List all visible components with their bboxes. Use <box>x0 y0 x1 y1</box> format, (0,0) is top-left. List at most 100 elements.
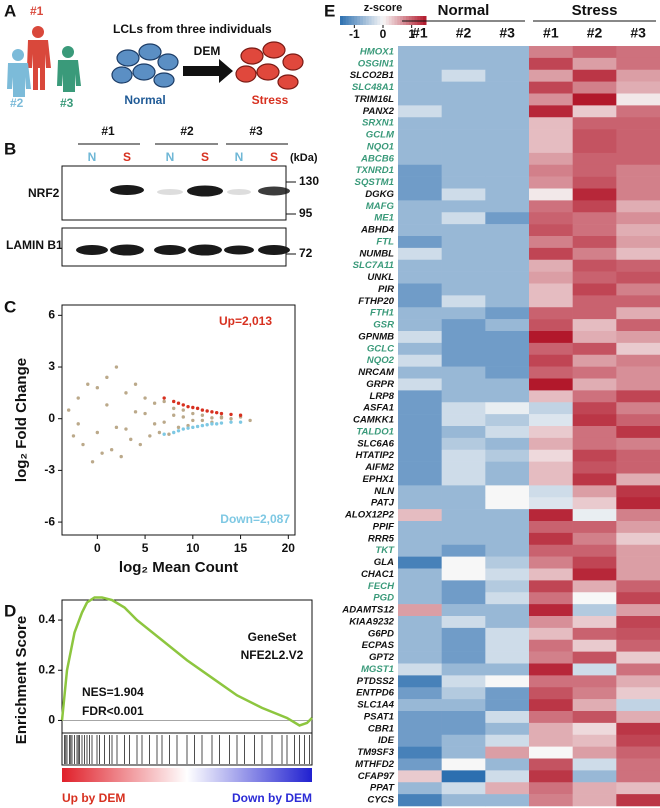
point <box>162 399 166 404</box>
annotation: Down=2,087 <box>220 512 290 526</box>
marker-label: 95 <box>299 206 313 220</box>
gene-label: AIFM2 <box>364 462 394 473</box>
heatmap-cell <box>616 271 660 284</box>
point <box>100 451 104 455</box>
point <box>210 422 214 426</box>
gene-label: CYCS <box>367 795 394 806</box>
heatmap-cell <box>398 746 442 759</box>
point <box>229 420 233 424</box>
heatmap-cell <box>398 105 442 118</box>
gene-label: GPNMB <box>358 331 394 342</box>
heatmap-cell <box>572 366 617 379</box>
heatmap-cell <box>572 331 617 344</box>
heatmap-cell <box>485 722 530 736</box>
point <box>229 412 233 417</box>
heatmap-cell <box>529 212 573 225</box>
gene-label: GCLM <box>366 130 395 141</box>
point <box>181 427 185 431</box>
heatmap-cell <box>398 568 442 581</box>
heatmap-cell <box>529 354 573 367</box>
marker-label: 72 <box>299 246 313 260</box>
heatmap-cell <box>529 69 573 82</box>
heatmap-cell <box>616 164 660 177</box>
panel-a-title: LCLs from three individuals <box>113 22 272 36</box>
gene-label: UNKL <box>367 272 394 283</box>
heatmap-cell <box>441 711 486 724</box>
x-tick-label: 20 <box>282 541 296 555</box>
heatmap-cell <box>485 663 530 676</box>
heatmap-cell <box>572 437 617 451</box>
heatmap-cell <box>572 473 617 486</box>
heatmap-cell <box>572 616 617 629</box>
heatmap-cell <box>616 378 660 391</box>
heatmap-cell <box>616 651 660 664</box>
colorbar-segment <box>394 16 398 25</box>
heatmap-cell <box>572 390 617 403</box>
heatmap-cell <box>398 509 442 522</box>
gene-label: PGD <box>373 593 394 604</box>
heatmap-cell <box>529 331 573 344</box>
rank-gradient <box>62 768 312 782</box>
point <box>238 420 243 424</box>
heatmap-cell <box>529 224 573 237</box>
heatmap-cell <box>529 770 573 783</box>
heatmap-cell <box>572 521 617 534</box>
point <box>181 415 185 419</box>
heatmap-cell <box>485 616 530 629</box>
heatmap-cell <box>485 473 530 486</box>
heatmap-cell <box>529 152 573 166</box>
heatmap-cell <box>572 295 617 308</box>
colorbar-segment <box>391 16 395 25</box>
heatmap-cell <box>441 57 486 71</box>
heatmap-cell <box>529 390 573 403</box>
heatmap-cell <box>398 342 442 356</box>
heatmap-cell <box>398 331 442 344</box>
heatmap-cell <box>485 402 530 415</box>
heatmap-cell <box>572 758 617 771</box>
heatmap-cell <box>616 129 660 142</box>
heatmap-cell <box>398 711 442 724</box>
gene-label: HTATIP2 <box>355 450 394 461</box>
heatmap-cell <box>572 497 617 510</box>
x-tick-label: 15 <box>234 541 248 555</box>
heatmap-cell <box>616 627 660 641</box>
heatmap-cell <box>572 69 617 82</box>
sample-label: #1 <box>101 124 115 138</box>
heatmap-cell <box>441 46 486 59</box>
heatmap-cell <box>398 129 442 142</box>
heatmap-cell <box>485 449 530 462</box>
point <box>157 430 162 435</box>
heatmap-cell <box>441 734 486 747</box>
colorbar-segment <box>340 16 344 25</box>
person-label: #3 <box>60 96 74 110</box>
heatmap-cell <box>441 473 486 486</box>
gene-label: NLN <box>374 486 395 497</box>
heatmap-cell <box>398 532 442 546</box>
colorbar-segment <box>362 16 367 25</box>
heatmap-cell <box>485 568 530 581</box>
gene-label: FTH1 <box>370 308 394 319</box>
heatmap-cell <box>616 711 660 724</box>
heatmap-cell <box>572 152 617 166</box>
heatmap-cell <box>485 758 530 771</box>
gene-label: SLC48A1 <box>352 82 394 93</box>
heatmap-cell <box>441 236 486 249</box>
person-label: #2 <box>10 96 24 110</box>
point <box>167 432 171 436</box>
heatmap-cell <box>572 663 617 676</box>
heatmap-cell <box>529 734 573 747</box>
heatmap-cell <box>398 414 442 427</box>
gene-label: CBR1 <box>368 723 394 734</box>
heatmap-cell <box>616 663 660 676</box>
y-tick-label: 3 <box>48 359 55 373</box>
heatmap-cell <box>485 331 530 344</box>
marker-label: 130 <box>299 174 319 188</box>
heatmap-cell <box>529 271 573 284</box>
point <box>229 417 233 421</box>
heatmap-cell <box>529 188 573 201</box>
gene-label: SLC6A6 <box>357 438 394 449</box>
colorbar-segment <box>383 16 387 25</box>
heatmap-cell <box>616 105 660 118</box>
point <box>71 434 76 438</box>
heatmap-cell <box>572 509 617 522</box>
